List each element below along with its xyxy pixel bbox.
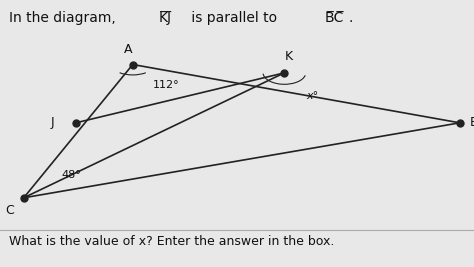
Text: J: J — [50, 116, 54, 129]
Text: In the diagram,: In the diagram, — [9, 11, 120, 25]
Text: K: K — [285, 50, 293, 63]
Text: C: C — [5, 204, 14, 217]
Text: What is the value of x? Enter the answer in the box.: What is the value of x? Enter the answer… — [9, 235, 335, 248]
Text: B̅C̅: B̅C̅ — [325, 11, 344, 25]
Text: B: B — [470, 116, 474, 129]
Text: .: . — [348, 11, 353, 25]
Text: A: A — [124, 44, 132, 56]
Text: is parallel to: is parallel to — [187, 11, 282, 25]
Text: 112°: 112° — [153, 80, 179, 90]
Text: 48°: 48° — [61, 170, 81, 180]
Text: x°: x° — [307, 91, 319, 101]
Text: K̅J̅: K̅J̅ — [159, 11, 172, 25]
